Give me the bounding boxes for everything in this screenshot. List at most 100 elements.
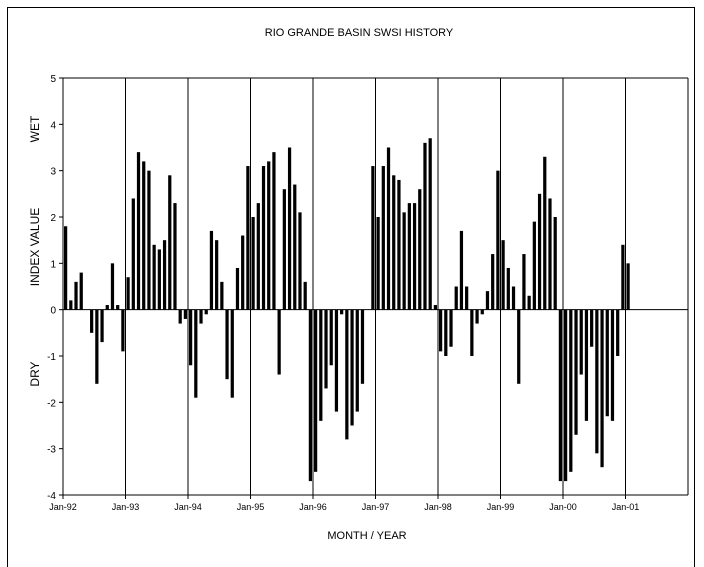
bar-80	[481, 310, 484, 315]
bar-82	[491, 254, 494, 310]
bar-63	[392, 175, 395, 309]
bar-5	[90, 310, 93, 333]
bar-14	[137, 152, 140, 310]
bar-50	[324, 310, 327, 389]
bar-48	[314, 310, 317, 472]
bar-47	[309, 310, 312, 481]
bar-91	[538, 194, 541, 310]
bar-103	[600, 310, 603, 468]
y-tick-label: 3	[50, 167, 56, 178]
y-axis-label-index: INDEX VALUE	[28, 208, 42, 286]
bar-73	[444, 310, 447, 356]
bar-1	[69, 300, 72, 309]
x-tick-label: Jan-00	[549, 502, 577, 512]
bar-74	[449, 310, 452, 347]
bar-79	[475, 310, 478, 324]
bar-3	[80, 273, 83, 310]
x-tick-label: Jan-92	[49, 502, 77, 512]
bar-104	[606, 310, 609, 417]
bar-85	[507, 268, 510, 310]
bar-92	[543, 157, 546, 310]
y-tick-label: 0	[50, 306, 56, 317]
y-tick-label: 2	[50, 213, 56, 224]
bar-52	[335, 310, 338, 412]
bar-17	[153, 245, 156, 310]
bar-87	[517, 310, 520, 384]
bar-54	[345, 310, 348, 440]
bar-101	[590, 310, 593, 347]
bar-69	[423, 143, 426, 310]
bar-53	[340, 310, 343, 315]
y-axis-label-dry: DRY	[28, 361, 42, 386]
bar-77	[465, 287, 468, 310]
bar-59	[371, 166, 374, 310]
bar-68	[418, 189, 421, 309]
bar-33	[236, 268, 239, 310]
bar-36	[251, 217, 254, 310]
bar-75	[455, 287, 458, 310]
bar-56	[356, 310, 359, 412]
bar-44	[293, 185, 296, 310]
bar-11	[121, 310, 124, 352]
bar-19	[163, 240, 166, 310]
bar-81	[486, 291, 489, 310]
bar-107	[621, 245, 624, 310]
bar-0	[64, 226, 67, 309]
bar-2	[74, 282, 77, 310]
bar-29	[215, 240, 218, 310]
bar-49	[319, 310, 322, 421]
chart-title: RIO GRANDE BASIN SWSI HISTORY	[265, 27, 454, 39]
bar-60	[376, 217, 379, 310]
bar-8	[106, 305, 109, 310]
bar-27	[205, 310, 208, 315]
x-tick-label: Jan-99	[487, 502, 515, 512]
bar-97	[569, 310, 572, 472]
bar-55	[350, 310, 353, 426]
bar-38	[262, 166, 265, 310]
bar-83	[496, 171, 499, 310]
bar-93	[548, 198, 551, 309]
bar-72	[439, 310, 442, 352]
bar-45	[298, 212, 301, 309]
bar-30	[220, 282, 223, 310]
bar-106	[616, 310, 619, 356]
bar-98	[574, 310, 577, 435]
bar-61	[382, 166, 385, 310]
chart-svg: RIO GRANDE BASIN SWSI HISTORY 543210-1-2…	[8, 8, 696, 562]
bar-76	[460, 231, 463, 310]
y-tick-label: 5	[50, 74, 56, 85]
bar-9	[111, 263, 114, 309]
bar-96	[564, 310, 567, 481]
bar-70	[429, 138, 432, 309]
x-tick-label: Jan-01	[612, 502, 640, 512]
x-tick-label: Jan-96	[299, 502, 327, 512]
bar-34	[241, 236, 244, 310]
bar-22	[179, 310, 182, 324]
bar-32	[231, 310, 234, 398]
bar-15	[142, 161, 145, 309]
bar-86	[512, 287, 515, 310]
bar-12	[126, 277, 129, 309]
y-tick-label: 4	[50, 120, 56, 131]
y-tick-label: -2	[47, 398, 56, 409]
bar-57	[361, 310, 364, 384]
bar-94	[554, 217, 557, 310]
bar-84	[501, 240, 504, 310]
bar-20	[168, 175, 171, 309]
bar-88	[522, 254, 525, 310]
bar-99	[580, 310, 583, 375]
y-tick-label: -3	[47, 445, 56, 456]
bar-13	[132, 198, 135, 309]
bar-35	[246, 166, 249, 310]
bar-10	[116, 305, 119, 310]
bar-43	[288, 148, 291, 310]
bar-39	[267, 161, 270, 309]
bar-23	[184, 310, 187, 319]
bar-65	[403, 212, 406, 309]
bar-105	[611, 310, 614, 421]
bar-28	[210, 231, 213, 310]
bar-24	[189, 310, 192, 366]
bar-108	[626, 263, 629, 309]
